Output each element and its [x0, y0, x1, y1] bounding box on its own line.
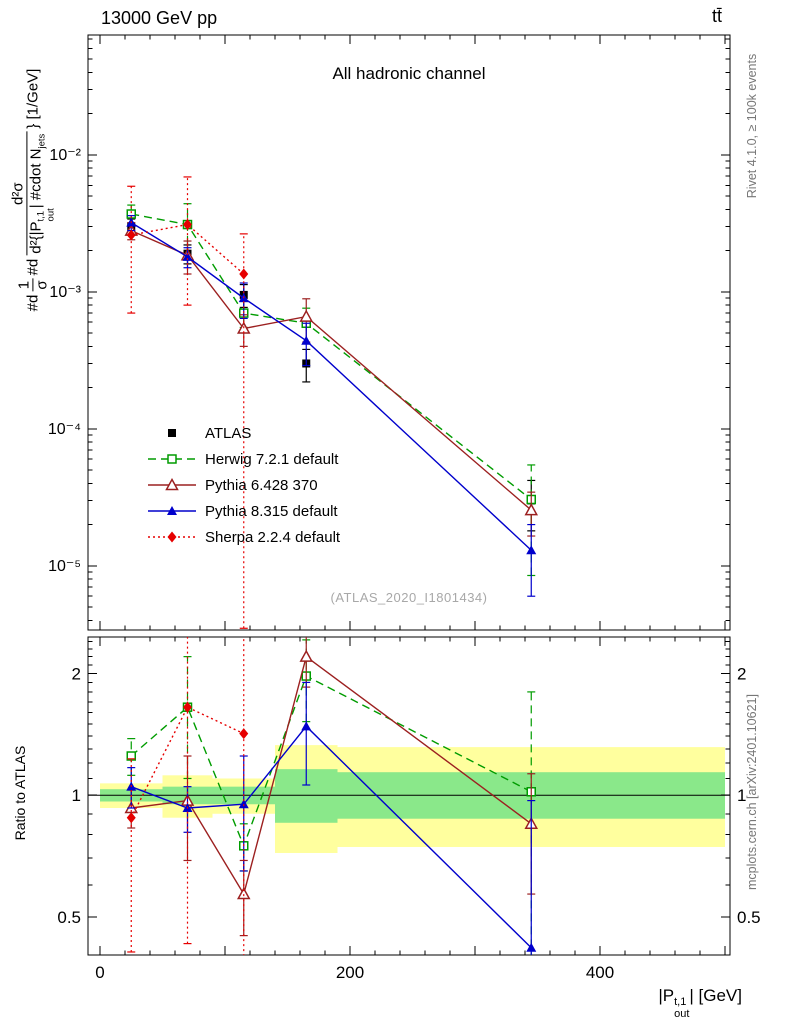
- beam-energy-label: 13000 GeV pp: [101, 8, 218, 28]
- ylabel-frac1: 1 σ: [15, 278, 51, 292]
- axis-ticks: [88, 35, 730, 955]
- series-main-atlas: [127, 218, 536, 532]
- series-ratio-sherpa-2-2-4-default: [126, 637, 249, 955]
- ratio-axis-label: Ratio to ATLAS: [12, 745, 28, 841]
- plot-title: All hadronic channel: [332, 64, 486, 83]
- xlabel-supsub: t,1 out: [674, 996, 690, 1020]
- svg-text:10⁻²: 10⁻²: [49, 147, 81, 164]
- ylabel-den-a: d²{|P: [27, 221, 45, 254]
- svg-text:2: 2: [737, 664, 746, 683]
- svg-text:0.5: 0.5: [737, 908, 761, 927]
- pout-sub: out: [45, 208, 57, 222]
- svg-text:200: 200: [336, 963, 364, 982]
- ylabel-pre: #d: [24, 294, 42, 312]
- svg-text:1: 1: [72, 786, 81, 805]
- xlabel-sub: out: [674, 1007, 690, 1020]
- rivet-version-label: Rivet 4.1.0, ≥ 100k events: [745, 53, 759, 199]
- ratio-bands: [88, 745, 730, 853]
- analysis-watermark: (ATLAS_2020_I1801434): [330, 590, 488, 605]
- ylabel-frac1-num: 1: [15, 278, 34, 292]
- legend-label-pythia-6-428-370: Pythia 6.428 370: [205, 477, 318, 494]
- legend-item-pythia-6-428-370: Pythia 6.428 370: [148, 477, 318, 494]
- svg-text:10⁻³: 10⁻³: [49, 284, 81, 301]
- ylabel-frac1-den: σ: [33, 280, 51, 290]
- svg-text:10⁻⁵: 10⁻⁵: [48, 558, 81, 575]
- axis-tick-labels: 0 200 400 10⁻² 10⁻³ 10⁻⁴ 10⁻⁵ 0.5 0.5 1 1 2 2: [48, 147, 761, 982]
- legend-label-pythia-8-315-default: Pythia 8.315 default: [205, 503, 338, 520]
- mcplots-arxiv-label: mcplots.cern.ch [arXiv:2401.10621]: [745, 694, 759, 890]
- xlabel-b: | [GeV]: [689, 986, 742, 1005]
- ratio-frame: [87, 636, 731, 956]
- legend: ATLAS Herwig 7.2.1 default Pythia 6.428 37…: [148, 425, 341, 546]
- legend-item-sherpa-2-2-4-default: Sherpa 2.2.4 default: [148, 529, 341, 546]
- svg-text:400: 400: [586, 963, 614, 982]
- legend-label-sherpa-2-2-4-default: Sherpa 2.2.4 default: [205, 529, 341, 546]
- svg-text:10⁻⁴: 10⁻⁴: [48, 421, 81, 438]
- ylabel-frac2-num: d²σ: [9, 131, 28, 256]
- xlabel-sup: t,1: [674, 996, 687, 1008]
- main-frame: [87, 34, 731, 631]
- legend-item-atlas: ATLAS: [168, 425, 251, 442]
- svg-text:0: 0: [95, 963, 104, 982]
- njets-sub: jets: [36, 133, 48, 149]
- ylabel-mid: #d: [24, 258, 42, 276]
- legend-item-pythia-8-315-default: Pythia 8.315 default: [148, 503, 338, 520]
- legend-item-herwig-7-2-1-default: Herwig 7.2.1 default: [148, 451, 339, 468]
- main-y-axis-label: #d 1 σ #d d²σ d²{|P t,1 out | #cdot Njets }…: [9, 68, 57, 312]
- series-main-sherpa-2-2-4-default: [126, 176, 249, 629]
- ylabel-den-b: | #cdot N: [27, 148, 45, 209]
- legend-label-herwig-7-2-1-default: Herwig 7.2.1 default: [205, 451, 339, 468]
- ylabel-frac2: d²σ d²{|P t,1 out | #cdot Njets: [9, 131, 57, 256]
- ylabel-frac2-den: d²{|P t,1 out | #cdot Njets: [28, 132, 57, 256]
- legend-label-atlas: ATLAS: [205, 425, 251, 442]
- ylabel-suffix: } [1/GeV]: [24, 68, 42, 129]
- svg-text:2: 2: [72, 664, 81, 683]
- process-label: tt̄: [712, 6, 723, 26]
- x-axis-label: |P t,1 out | [GeV]: [658, 986, 742, 1020]
- svg-text:0.5: 0.5: [57, 908, 81, 927]
- pout-supsub: t,1 out: [36, 208, 57, 222]
- xlabel-a: |P: [658, 986, 675, 1005]
- svg-text:1: 1: [737, 786, 746, 805]
